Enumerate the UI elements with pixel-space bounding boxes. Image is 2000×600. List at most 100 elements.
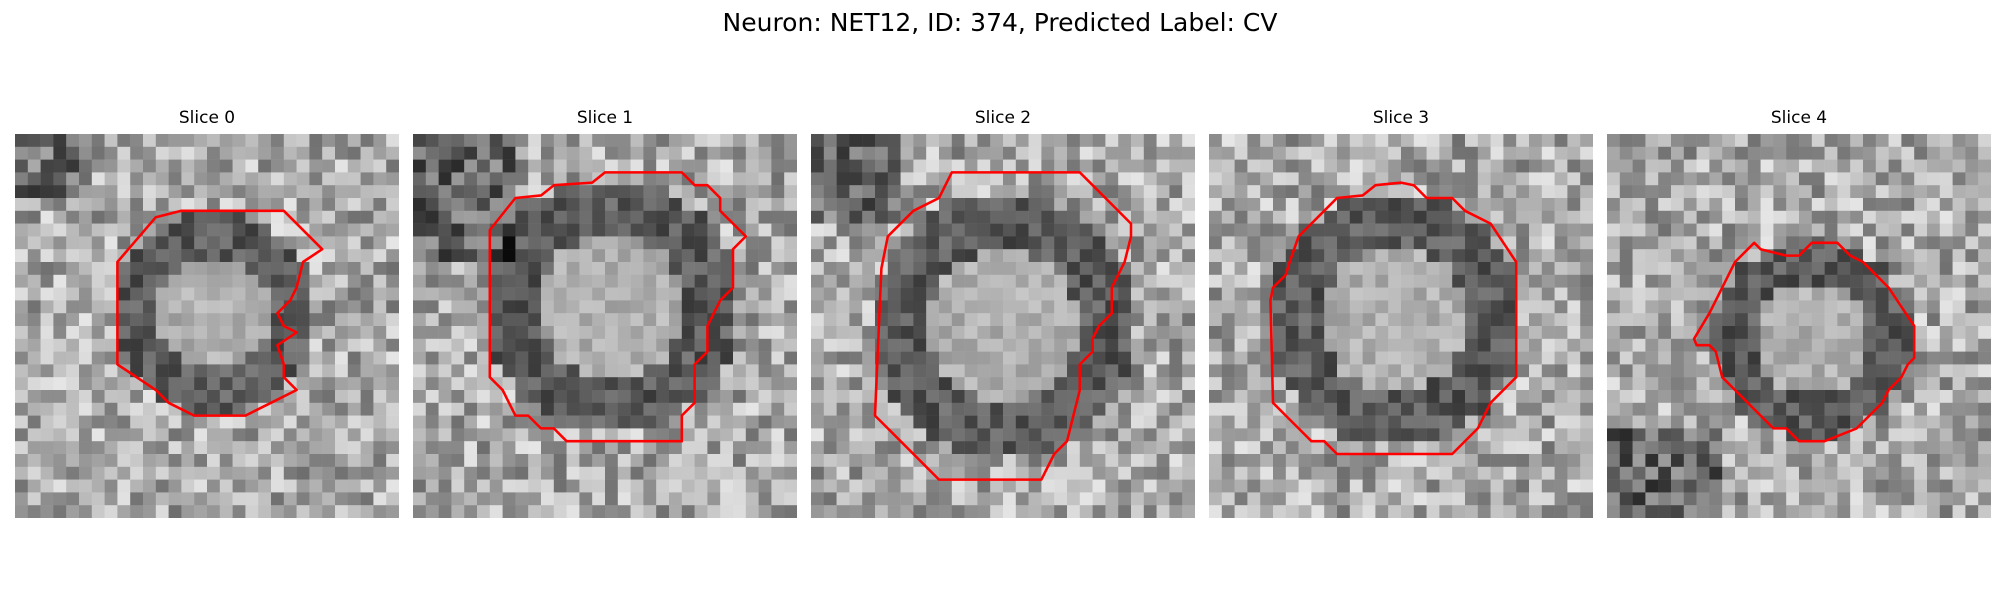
- image-pixel: [360, 287, 374, 301]
- image-pixel: [207, 313, 221, 327]
- image-pixel: [1850, 159, 1864, 173]
- image-pixel: [1927, 274, 1941, 288]
- image-pixel: [811, 505, 825, 518]
- image-pixel: [27, 441, 41, 455]
- image-pixel: [1735, 402, 1749, 416]
- image-pixel: [1863, 351, 1877, 365]
- image-pixel: [1503, 198, 1517, 212]
- image-pixel: [745, 466, 759, 480]
- image-pixel: [1619, 351, 1633, 365]
- image-pixel: [617, 313, 631, 327]
- image-pixel: [194, 274, 208, 288]
- image-pixel: [1388, 415, 1402, 429]
- image-pixel: [617, 146, 631, 160]
- image-pixel: [553, 198, 567, 212]
- image-pixel: [373, 172, 387, 186]
- image-pixel: [373, 274, 387, 288]
- image-pixel: [1156, 326, 1170, 340]
- image-pixel: [1760, 146, 1774, 160]
- image-pixel: [40, 210, 54, 224]
- image-pixel: [347, 338, 361, 352]
- image-pixel: [1054, 185, 1068, 199]
- image-pixel: [258, 326, 272, 340]
- image-pixel: [1939, 364, 1953, 378]
- image-pixel: [784, 415, 797, 429]
- image-pixel: [1118, 313, 1132, 327]
- image-pixel: [1092, 466, 1106, 480]
- image-pixel: [1658, 402, 1672, 416]
- image-pixel: [681, 454, 695, 468]
- image-pixel: [53, 441, 67, 455]
- image-pixel: [477, 172, 491, 186]
- image-pixel: [566, 185, 580, 199]
- image-pixel: [181, 274, 195, 288]
- image-pixel: [1773, 274, 1787, 288]
- image-pixel: [79, 262, 93, 276]
- image-pixel: [1541, 479, 1555, 493]
- image-pixel: [1221, 441, 1235, 455]
- image-pixel: [990, 274, 1004, 288]
- image-pixel: [617, 223, 631, 237]
- image-pixel: [438, 377, 452, 391]
- image-pixel: [1645, 454, 1659, 468]
- image-pixel: [386, 300, 399, 314]
- image-pixel: [1209, 402, 1223, 416]
- image-pixel: [1516, 351, 1530, 365]
- image-pixel: [1645, 441, 1659, 455]
- image-pixel: [1426, 338, 1440, 352]
- image-pixel: [733, 210, 747, 224]
- image-pixel: [451, 134, 465, 148]
- image-pixel: [271, 159, 285, 173]
- image-pixel: [977, 185, 991, 199]
- image-pixel: [53, 390, 67, 404]
- image-pixel: [643, 300, 657, 314]
- image-pixel: [1799, 402, 1813, 416]
- image-pixel: [1619, 326, 1633, 340]
- image-pixel: [913, 210, 927, 224]
- image-pixel: [1632, 479, 1646, 493]
- image-pixel: [951, 172, 965, 186]
- image-pixel: [1503, 415, 1517, 429]
- image-pixel: [464, 351, 478, 365]
- image-pixel: [1221, 313, 1235, 327]
- image-pixel: [1003, 505, 1017, 518]
- image-pixel: [707, 377, 721, 391]
- image-pixel: [104, 274, 118, 288]
- image-pixel: [309, 262, 323, 276]
- image-pixel: [194, 185, 208, 199]
- image-pixel: [1875, 466, 1889, 480]
- image-pixel: [515, 351, 529, 365]
- image-pixel: [117, 146, 131, 160]
- image-pixel: [1182, 146, 1195, 160]
- image-pixel: [592, 454, 606, 468]
- image-pixel: [27, 185, 41, 199]
- image-pixel: [1247, 441, 1261, 455]
- image-pixel: [1260, 441, 1274, 455]
- image-pixel: [900, 402, 914, 416]
- image-pixel: [1465, 146, 1479, 160]
- image-pixel: [360, 236, 374, 250]
- image-pixel: [887, 505, 901, 518]
- image-pixel: [900, 454, 914, 468]
- image-pixel: [1735, 274, 1749, 288]
- image-pixel: [360, 351, 374, 365]
- image-pixel: [617, 326, 631, 340]
- image-pixel: [630, 441, 644, 455]
- image-pixel: [1529, 326, 1543, 340]
- image-pixel: [1645, 134, 1659, 148]
- image-pixel: [1413, 236, 1427, 250]
- image-pixel: [1182, 287, 1195, 301]
- image-pixel: [181, 185, 195, 199]
- image-pixel: [1580, 236, 1593, 250]
- image-pixel: [1863, 377, 1877, 391]
- image-pixel: [413, 313, 427, 327]
- image-pixel: [489, 505, 503, 518]
- image-pixel: [771, 236, 785, 250]
- image-pixel: [1952, 492, 1966, 506]
- image-pixel: [1824, 249, 1838, 263]
- image-pixel: [1888, 428, 1902, 442]
- image-pixel: [1773, 300, 1787, 314]
- image-pixel: [862, 223, 876, 237]
- image-pixel: [283, 274, 297, 288]
- image-pixel: [181, 249, 195, 263]
